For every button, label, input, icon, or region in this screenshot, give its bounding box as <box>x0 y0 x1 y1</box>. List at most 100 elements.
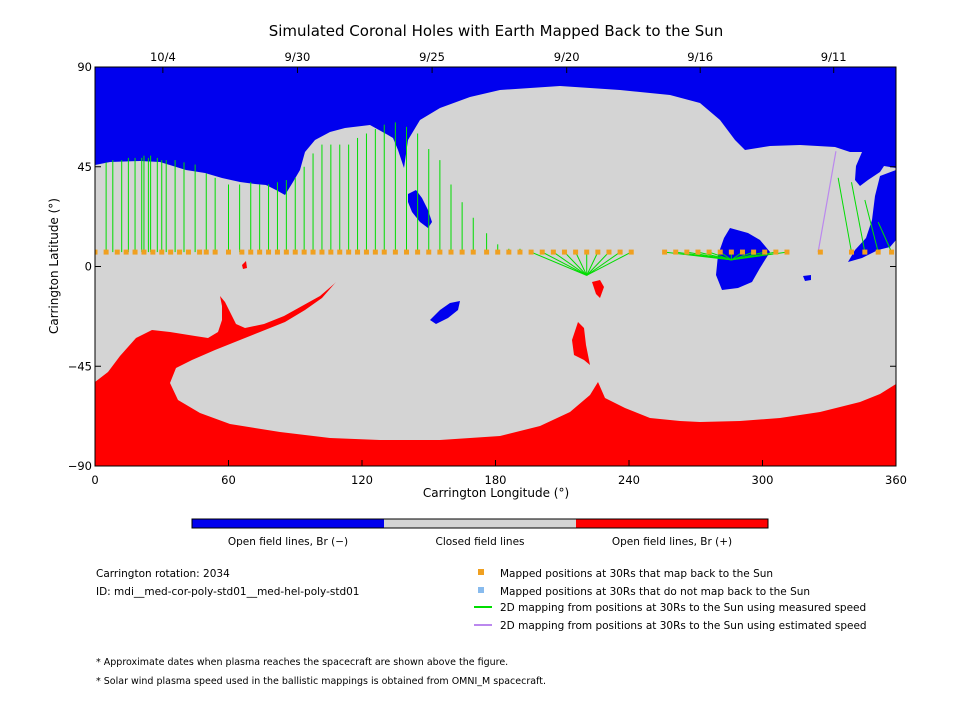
mapped-position-58 <box>706 249 712 255</box>
top-date-label-1: 9/30 <box>285 50 311 64</box>
x-tick-label-0: 0 <box>91 473 98 487</box>
y-tick-label-2: 0 <box>85 260 92 274</box>
mapped-position-1 <box>103 249 109 255</box>
colorbar-frame <box>191 518 769 529</box>
mapped-position-13 <box>212 249 218 255</box>
mapped-position-47 <box>561 249 567 255</box>
footnote-speed: * Solar wind plasma speed used in the ba… <box>96 676 546 687</box>
measured-speed-mapping-lines <box>95 122 893 276</box>
open-positive-patch-near-224 <box>592 280 604 298</box>
mapped-position-29 <box>363 249 369 255</box>
mapped-position-57 <box>695 249 701 255</box>
mapped-position-59 <box>717 249 723 255</box>
mapped-position-10 <box>185 249 191 255</box>
measured-mapping-line-62 <box>708 251 732 261</box>
mapped-position-34 <box>415 249 421 255</box>
mapped-position-53 <box>628 249 634 255</box>
mapped-position-65 <box>784 249 790 255</box>
estimated-mapping-line-0 <box>817 151 837 253</box>
mapped-position-16 <box>248 249 254 255</box>
x-tick-label-4: 240 <box>618 473 640 487</box>
open-positive-dot-near-67 <box>242 261 247 269</box>
legend-marker-mapped <box>478 569 484 575</box>
mapped-position-19 <box>274 249 280 255</box>
measured-mapping-line-55 <box>586 251 610 276</box>
mapped-position-33 <box>404 249 409 255</box>
measured-mapping-line-57 <box>586 251 632 276</box>
legend-marker-unmapped <box>478 587 484 593</box>
estimated-speed-mapping-lines <box>817 151 837 253</box>
mapped-position-37 <box>448 249 454 255</box>
mapped-position-31 <box>381 249 387 255</box>
mapped-position-49 <box>584 249 590 255</box>
measured-mapping-line-61 <box>697 251 732 261</box>
mapped-position-22 <box>301 249 307 255</box>
measured-mapping-line-54 <box>586 251 599 276</box>
mapped-position-24 <box>319 249 325 255</box>
mapped-position-26 <box>337 249 343 255</box>
mapped-position-60 <box>728 249 734 255</box>
mapped-position-51 <box>606 249 612 255</box>
measured-mapping-line-49 <box>541 251 587 276</box>
mapped-position-41 <box>495 249 501 255</box>
measured-mapping-line-48 <box>530 251 587 276</box>
mapped-position-8 <box>168 249 174 255</box>
legend-label-mapped: Mapped positions at 30Rs that map back t… <box>500 568 773 580</box>
measured-mapping-line-72 <box>864 199 879 253</box>
mapped-position-42 <box>506 249 512 255</box>
x-tick-label-6: 360 <box>885 473 907 487</box>
x-tick-label-5: 300 <box>752 473 774 487</box>
mapped-position-38 <box>459 249 465 255</box>
south-open-positive-region <box>95 282 896 466</box>
measured-mapping-line-51 <box>564 251 588 276</box>
open-negative-dot-317 <box>803 275 811 281</box>
top-date-label-3: 9/20 <box>554 50 580 64</box>
legend-label-measured: 2D mapping from positions at 30Rs to the… <box>500 602 866 614</box>
measured-mapping-line-70 <box>837 177 852 253</box>
colorbar-closed <box>384 519 576 528</box>
footnote-dates: * Approximate dates when plasma reaches … <box>96 657 508 668</box>
colorbar-label-closed: Closed field lines <box>435 536 524 548</box>
mapped-position-2 <box>114 249 120 255</box>
x-tick-label-2: 120 <box>351 473 373 487</box>
colorbar-label-open-positive: Open field lines, Br (+) <box>612 536 732 548</box>
top-date-label-5: 9/11 <box>821 50 847 64</box>
mapped-positions <box>95 249 895 255</box>
colorbar-label-open-negative: Open field lines, Br (−) <box>228 536 348 548</box>
north-open-negative-region <box>95 67 896 195</box>
mapped-position-0 <box>95 249 98 255</box>
mapped-position-3 <box>123 249 129 255</box>
mapped-position-50 <box>595 249 601 255</box>
top-date-label-0: 10/4 <box>150 50 176 64</box>
y-axis-label: Carrington Latitude (°) <box>47 198 61 334</box>
y-axis: 90 45 0 −45 −90 <box>68 60 896 473</box>
x-tick-label-1: 60 <box>221 473 236 487</box>
mapped-position-64 <box>773 249 779 255</box>
mapped-position-63 <box>762 249 768 255</box>
measured-mapping-line-56 <box>586 251 621 276</box>
mapped-position-27 <box>346 249 352 255</box>
mapped-position-69 <box>875 249 881 255</box>
mapped-position-36 <box>437 249 443 255</box>
y-tick-label-4: −90 <box>68 459 92 473</box>
mapped-position-45 <box>539 249 545 255</box>
legend: Mapped positions at 30Rs that map back t… <box>474 568 867 632</box>
mapped-position-40 <box>484 249 490 255</box>
y-tick-label-3: −45 <box>68 359 92 373</box>
plot-area <box>95 67 896 466</box>
mapped-position-43 <box>517 249 523 255</box>
mapped-position-5 <box>141 249 147 255</box>
mapped-position-32 <box>392 249 398 255</box>
top-date-label-2: 9/25 <box>419 50 445 64</box>
mapped-position-35 <box>426 249 432 255</box>
mapped-position-9 <box>177 249 183 255</box>
open-negative-patch-150 <box>430 301 460 324</box>
x-tick-label-3: 180 <box>485 473 507 487</box>
open-positive-patch-near-219 <box>572 322 590 365</box>
mapped-position-20 <box>283 249 289 255</box>
mapped-position-30 <box>372 249 378 255</box>
mapped-position-23 <box>310 249 316 255</box>
x-axis-label: Carrington Longitude (°) <box>423 486 569 500</box>
mapped-position-7 <box>159 249 165 255</box>
